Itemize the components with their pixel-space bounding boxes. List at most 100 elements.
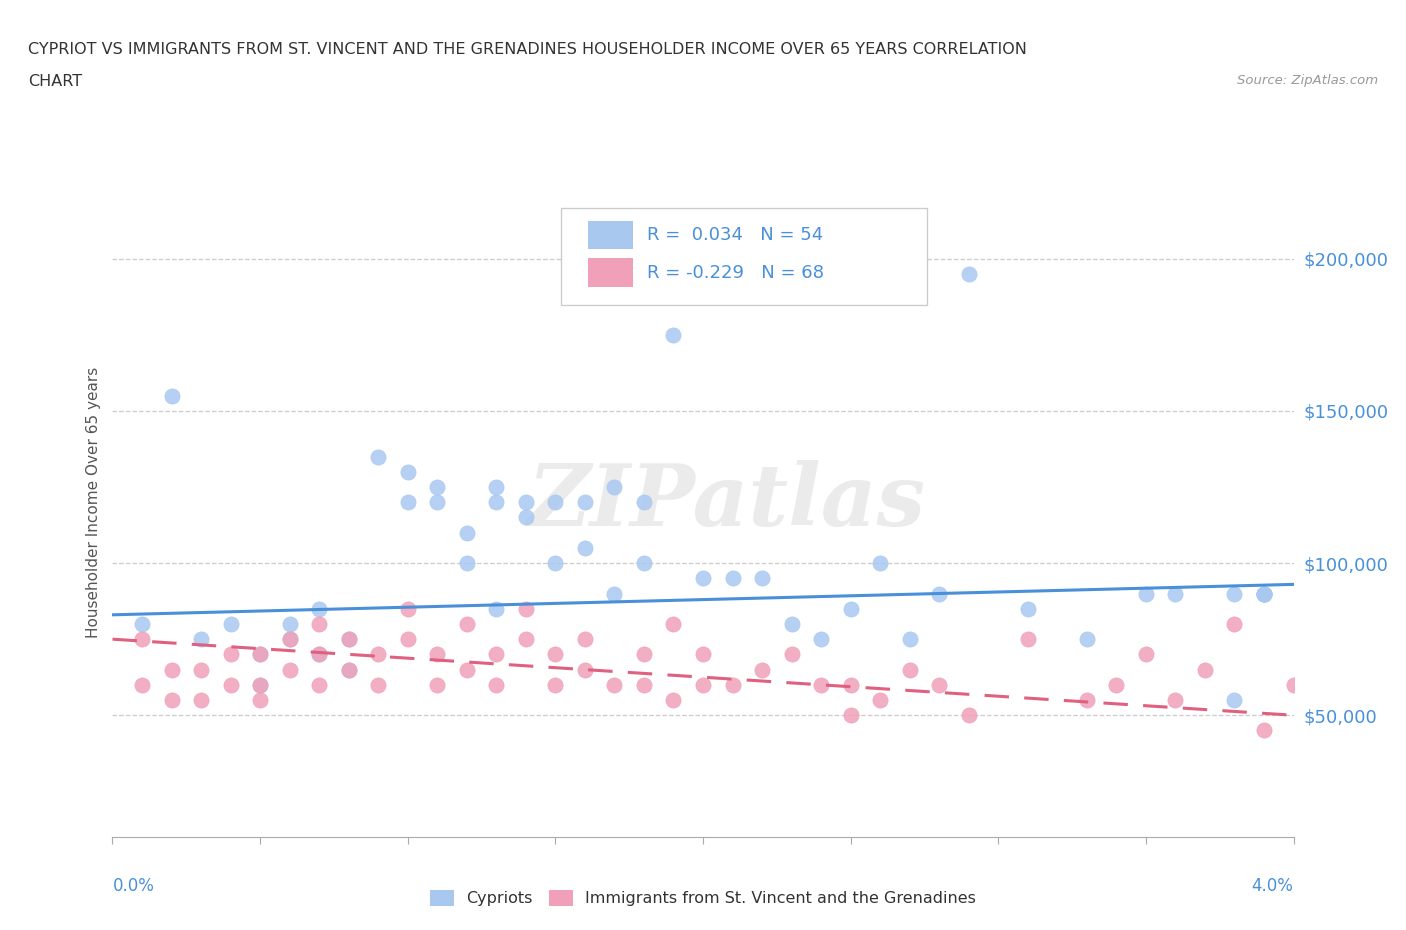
Point: [1164, 586, 1187, 601]
Point: [485, 602, 508, 617]
Point: [308, 647, 330, 662]
Point: [190, 693, 212, 708]
Point: [1076, 693, 1098, 708]
Text: R =  0.034   N = 54: R = 0.034 N = 54: [648, 226, 824, 244]
Point: [456, 662, 478, 677]
Point: [396, 631, 419, 646]
Text: CHART: CHART: [28, 74, 82, 89]
Point: [780, 647, 803, 662]
Point: [337, 631, 360, 646]
Point: [337, 662, 360, 677]
Point: [515, 510, 537, 525]
Point: [131, 631, 153, 646]
Point: [633, 677, 655, 692]
Point: [219, 677, 242, 692]
Point: [1135, 586, 1157, 601]
Point: [1253, 586, 1275, 601]
Point: [544, 647, 567, 662]
Point: [1105, 677, 1128, 692]
Point: [603, 586, 626, 601]
Text: ZIPatlas: ZIPatlas: [527, 460, 925, 544]
Point: [308, 647, 330, 662]
Point: [367, 677, 389, 692]
Point: [456, 555, 478, 570]
Text: 0.0%: 0.0%: [112, 877, 155, 896]
Point: [515, 495, 537, 510]
Point: [1371, 693, 1393, 708]
Point: [721, 571, 744, 586]
Point: [603, 480, 626, 495]
Point: [662, 617, 685, 631]
Point: [367, 449, 389, 464]
Point: [574, 540, 596, 555]
Text: CYPRIOT VS IMMIGRANTS FROM ST. VINCENT AND THE GRENADINES HOUSEHOLDER INCOME OVE: CYPRIOT VS IMMIGRANTS FROM ST. VINCENT A…: [28, 42, 1026, 57]
Text: R = -0.229   N = 68: R = -0.229 N = 68: [648, 263, 824, 282]
Point: [131, 677, 153, 692]
Point: [1017, 602, 1039, 617]
Point: [662, 693, 685, 708]
Point: [426, 480, 449, 495]
Point: [278, 631, 301, 646]
Bar: [589, 259, 633, 286]
Point: [1223, 586, 1246, 601]
Point: [160, 662, 183, 677]
Point: [574, 495, 596, 510]
Point: [633, 555, 655, 570]
Point: [1223, 693, 1246, 708]
Point: [544, 555, 567, 570]
Point: [692, 571, 714, 586]
Point: [810, 631, 832, 646]
Point: [396, 495, 419, 510]
Point: [1076, 631, 1098, 646]
Point: [485, 480, 508, 495]
Y-axis label: Householder Income Over 65 years: Householder Income Over 65 years: [86, 366, 101, 638]
Point: [633, 495, 655, 510]
Point: [308, 602, 330, 617]
Point: [426, 677, 449, 692]
Point: [485, 495, 508, 510]
Point: [515, 602, 537, 617]
Point: [603, 677, 626, 692]
Point: [396, 464, 419, 479]
Point: [337, 662, 360, 677]
Point: [574, 662, 596, 677]
Point: [1253, 586, 1275, 601]
Point: [219, 617, 242, 631]
Point: [249, 647, 271, 662]
Point: [515, 631, 537, 646]
Point: [396, 602, 419, 617]
Point: [1253, 586, 1275, 601]
Point: [544, 677, 567, 692]
Point: [337, 631, 360, 646]
Text: 4.0%: 4.0%: [1251, 877, 1294, 896]
Point: [1164, 693, 1187, 708]
Point: [249, 693, 271, 708]
Point: [928, 677, 950, 692]
Point: [869, 555, 891, 570]
Point: [662, 327, 685, 342]
FancyBboxPatch shape: [561, 207, 928, 305]
Point: [928, 586, 950, 601]
Point: [780, 617, 803, 631]
Point: [839, 677, 862, 692]
Point: [160, 693, 183, 708]
Point: [426, 495, 449, 510]
Point: [1282, 677, 1305, 692]
Point: [249, 677, 271, 692]
Legend: Cypriots, Immigrants from St. Vincent and the Grenadines: Cypriots, Immigrants from St. Vincent an…: [423, 884, 983, 912]
Point: [721, 677, 744, 692]
Point: [839, 602, 862, 617]
Point: [957, 708, 980, 723]
Point: [456, 617, 478, 631]
Point: [898, 662, 921, 677]
Point: [692, 647, 714, 662]
Point: [1135, 647, 1157, 662]
Point: [1253, 586, 1275, 601]
Point: [1223, 617, 1246, 631]
Point: [751, 662, 773, 677]
Point: [751, 571, 773, 586]
Point: [1253, 723, 1275, 737]
Point: [485, 647, 508, 662]
Point: [308, 677, 330, 692]
Point: [633, 647, 655, 662]
